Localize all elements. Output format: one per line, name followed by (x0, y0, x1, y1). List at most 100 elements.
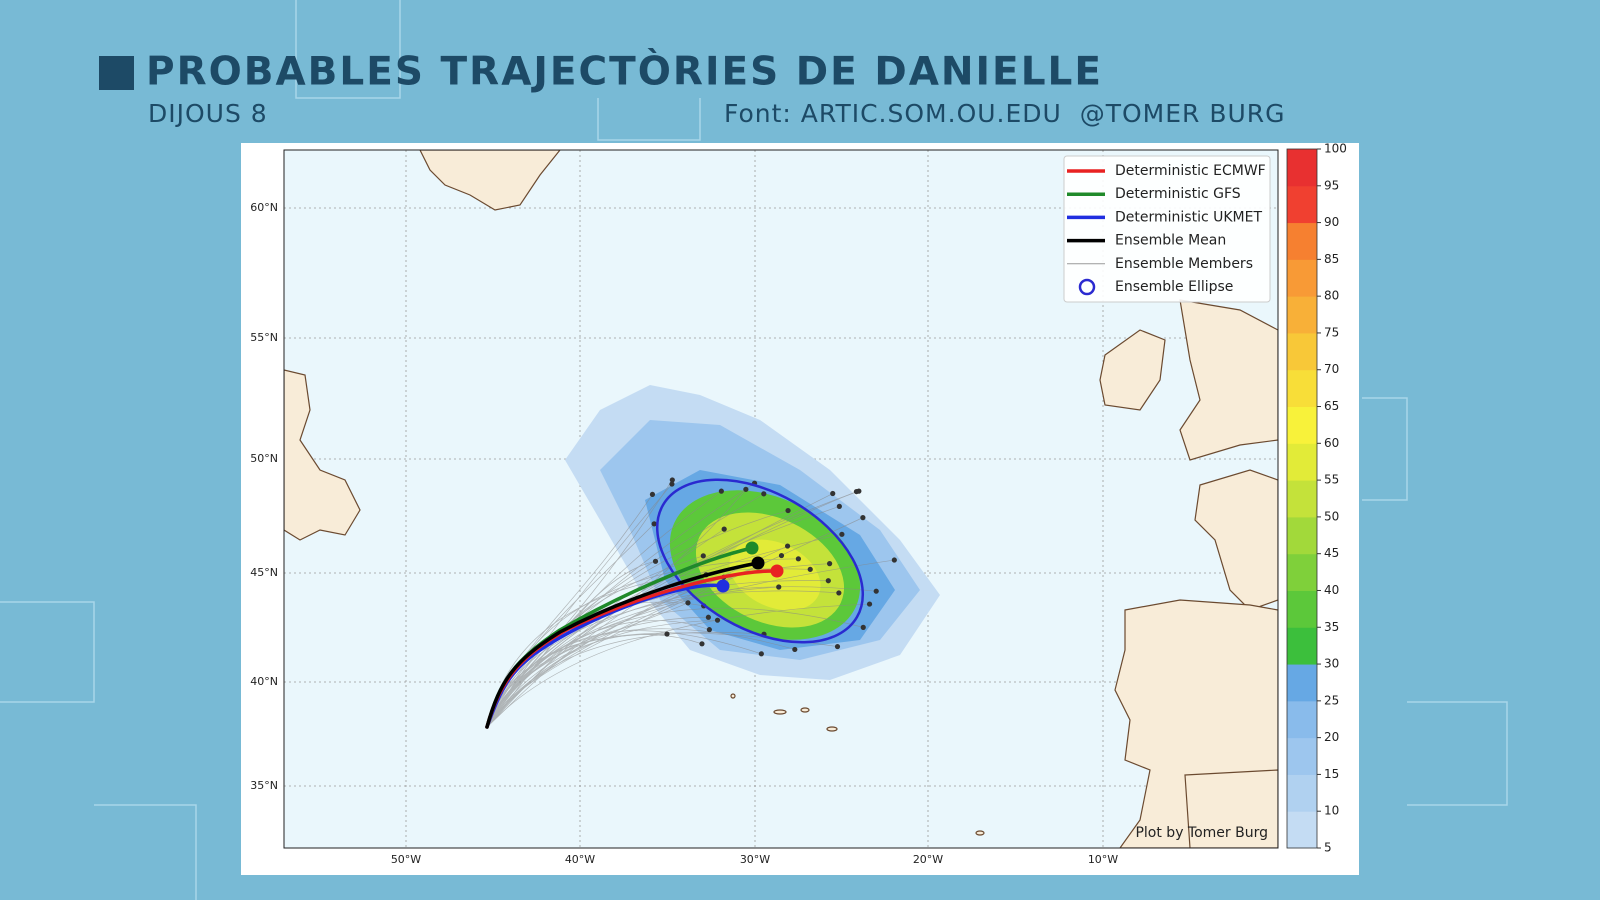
legend-label: Ensemble Ellipse (1115, 279, 1233, 295)
map-layers (284, 150, 1278, 848)
lat-label: 35°N (250, 779, 278, 792)
colorbar-tick-label: 45 (1324, 546, 1339, 560)
colorbar-tick-label: 55 (1324, 473, 1339, 487)
colorbar-tick-label: 95 (1324, 178, 1339, 192)
member-position (873, 588, 879, 594)
member-position (839, 531, 845, 537)
member-position (706, 627, 712, 633)
member-position (778, 552, 785, 559)
colorbar-border (1286, 148, 1318, 849)
legend-label: Deterministic ECMWF (1115, 163, 1266, 179)
member-position (705, 614, 711, 620)
colorbar-band (1287, 774, 1317, 812)
member-track (486, 585, 692, 728)
member-position (758, 651, 764, 657)
subtitle: DIJOUS 8 (148, 99, 268, 128)
colorbar-tick-label: 60 (1324, 436, 1339, 450)
colorbar-tick-label: 5 (1324, 841, 1332, 855)
colorbar-tick-label: 50 (1324, 509, 1339, 523)
axis-labels: 60°N 55°N 50°N 45°N 40°N 35°N 50°W 40°W 30°W 20°W… (250, 201, 1118, 866)
member-track (486, 616, 709, 728)
colorbar-tick-label: 85 (1324, 252, 1339, 266)
legend-label: Deterministic GFS (1115, 186, 1241, 202)
colorbar-band (1287, 222, 1317, 260)
member-position (761, 491, 767, 497)
member-position (795, 556, 801, 562)
lat-label: 50°N (250, 452, 278, 465)
colorbar-band (1287, 443, 1317, 481)
member-position (834, 643, 841, 650)
frame-lines (0, 0, 1508, 900)
colorbar-band (1287, 516, 1317, 555)
land (284, 150, 1278, 848)
colorbar-tick-label: 25 (1324, 693, 1339, 707)
colorbar-tick-label: 15 (1324, 767, 1339, 781)
legend-label: Ensemble Mean (1115, 233, 1226, 249)
member-position (827, 561, 833, 567)
colorbar-band (1287, 811, 1317, 849)
colorbar-band (1287, 296, 1317, 334)
member-position (866, 601, 873, 607)
member-position (721, 526, 727, 532)
colorbar-band (1287, 664, 1317, 702)
colorbar-band (1287, 737, 1317, 775)
lon-label: 40°W (565, 853, 595, 866)
member-position (776, 584, 782, 590)
member-track (486, 586, 877, 728)
lon-label: 20°W (913, 853, 943, 866)
member-position (860, 624, 866, 630)
colorbar-tick-label: 30 (1324, 657, 1339, 671)
member-position (825, 578, 831, 584)
lat-label: 55°N (250, 331, 278, 344)
colorbar-tick-label: 70 (1324, 362, 1339, 376)
colorbar-band (1287, 332, 1317, 371)
colorbar-tick-label: 35 (1324, 620, 1339, 634)
member-position (743, 486, 749, 492)
colorbar-tick-label: 65 (1324, 399, 1339, 413)
colorbar-tick-label: 100 (1324, 142, 1347, 156)
member-track (486, 483, 673, 728)
source: Font: ARTIC.SOM.OU.EDU @TOMER BURG (724, 99, 1286, 128)
colorbar-tick-label: 75 (1324, 325, 1339, 339)
member-position (853, 488, 860, 495)
member-position (652, 558, 659, 564)
lon-label: 50°W (391, 853, 421, 866)
plot-border (283, 149, 1279, 849)
member-position (785, 507, 791, 514)
ecmwf-end (770, 564, 784, 578)
member-position (807, 566, 813, 572)
member-track (486, 632, 838, 728)
member-position (649, 491, 656, 498)
member-position (836, 503, 842, 509)
member-position (664, 631, 670, 637)
member-track (486, 603, 870, 728)
legend-label: Ensemble Members (1115, 256, 1253, 272)
member-position (669, 481, 675, 487)
colorbar: 100 95 90 85 80 75 70 65 60 55 50 45 40 35 30 25 20 15 10 5 (1286, 142, 1347, 855)
member-track (486, 631, 765, 728)
member-track (486, 576, 724, 728)
member-position (669, 477, 675, 483)
colorbar-tick-label: 20 (1324, 730, 1339, 744)
lat-label: 45°N (250, 566, 278, 579)
colorbar-band (1287, 406, 1317, 444)
colorbar-tick-label: 80 (1324, 289, 1339, 303)
colorbar-band (1287, 185, 1317, 224)
credit: Plot by Tomer Burg (1135, 825, 1268, 841)
colorbar-band (1287, 259, 1317, 297)
member-position (718, 488, 724, 494)
colorbar-band (1287, 627, 1317, 665)
member-position (792, 646, 798, 653)
colorbar-band (1287, 369, 1317, 408)
member-position (699, 641, 705, 647)
member-position (700, 553, 706, 559)
colorbar-band (1287, 149, 1317, 187)
title-square (99, 56, 134, 90)
colorbar-tick-label: 10 (1324, 804, 1339, 818)
colorbar-tick-label: 40 (1324, 583, 1339, 597)
tracks (485, 546, 779, 729)
member-position (830, 490, 836, 497)
legend (1063, 155, 1271, 303)
lat-label: 40°N (250, 675, 278, 688)
